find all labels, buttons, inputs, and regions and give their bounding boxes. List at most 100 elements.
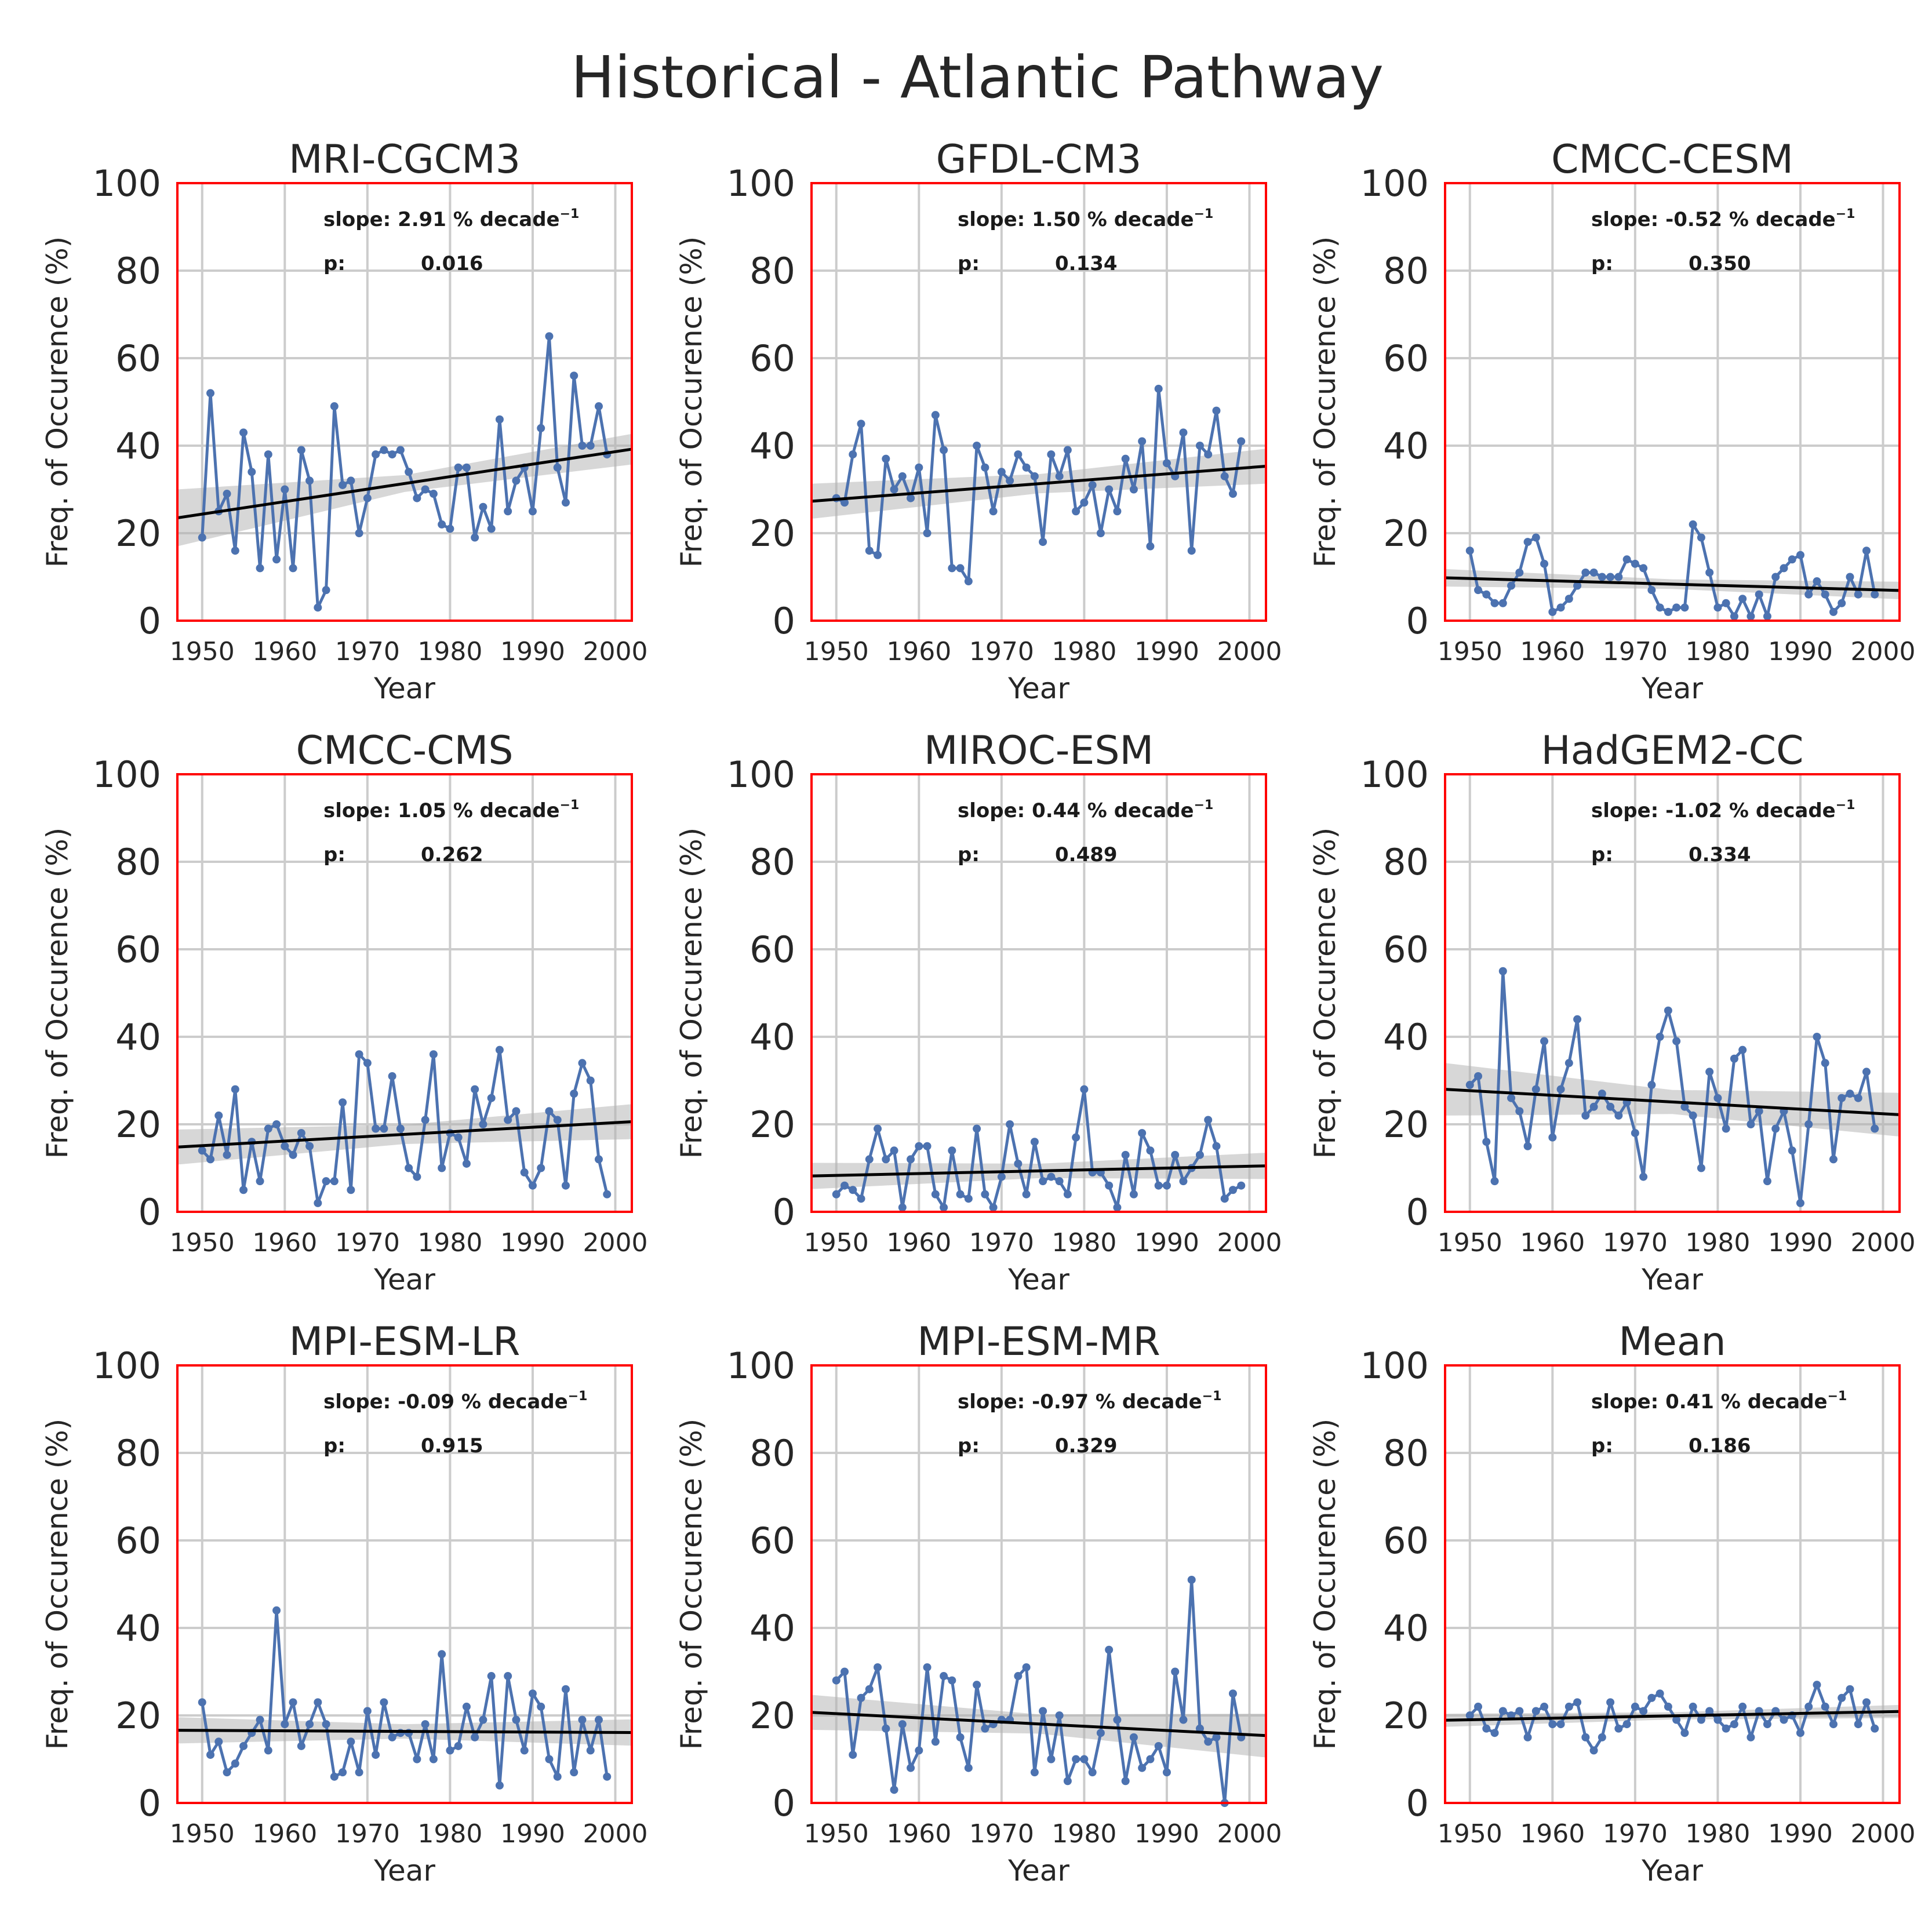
data-point [272,555,281,564]
data-point [1838,1094,1846,1102]
p-label: p: [958,843,980,866]
data-point [890,1786,898,1794]
superscript-minus-one: −1 [1828,1389,1847,1404]
data-point [1220,1194,1229,1203]
data-point [981,1724,989,1733]
data-point [1846,1090,1854,1098]
p-value: 0.915 [421,1434,483,1458]
data-point [363,1059,372,1068]
data-point [281,485,289,494]
y-tick-label: 20 [1383,1695,1429,1737]
data-point [1548,1133,1557,1142]
data-point [1705,568,1714,577]
data-point [1187,1575,1196,1584]
data-point [339,1768,347,1777]
data-point [1146,1146,1155,1155]
data-point [380,446,388,454]
subplot-mean: 0 20 40 60 80 100 1950 1960 1970 1980 1990 2000 Mean… [1308,1319,1915,1888]
data-point [1474,1702,1483,1711]
data-point [446,1746,454,1755]
data-point [1556,1085,1565,1094]
data-point [1573,1015,1582,1023]
data-point [915,1746,923,1755]
data-point [223,1768,231,1777]
subplot-mpi-esm-mr: 0 20 40 60 80 100 1950 1960 1970 1980 1990 2000 MPI-… [675,1319,1282,1888]
slope-annotation: slope: -1.02 % decade−1 [1591,798,1855,822]
x-tick-label: 1960 [252,1228,317,1258]
x-tick-label: 2000 [583,1819,647,1849]
y-tick-label: 20 [1383,1103,1429,1146]
x-tick-label: 1950 [170,637,235,666]
data-point [1829,607,1838,616]
x-tick-label: 1960 [886,637,951,666]
x-axis-label: Year [373,1854,435,1888]
data-point [347,476,355,485]
data-point [314,603,322,612]
data-point [1531,1085,1540,1094]
data-point [1022,463,1031,472]
data-point [1672,1715,1681,1724]
data-point [1498,967,1507,975]
data-point [1713,603,1722,612]
data-point [495,415,504,424]
x-tick-label: 1980 [1051,1819,1116,1849]
y-tick-label: 60 [115,1520,161,1562]
trend-line [1445,1088,1900,1116]
superscript-minus-one: −1 [1202,1389,1222,1404]
x-axis-label: Year [373,1263,435,1296]
x-tick-label: 1960 [1520,1228,1585,1258]
y-tick-label: 60 [115,337,161,380]
data-point [1482,590,1491,599]
data-point [487,1672,496,1681]
data-point [594,1155,603,1164]
data-point [1722,1724,1730,1733]
data-point [495,1045,504,1054]
data-point [388,1733,396,1742]
data-point [1614,1111,1623,1120]
data-point [1063,1190,1072,1198]
data-point [1780,1715,1788,1724]
data-point [314,1698,322,1707]
data-point [603,1190,612,1198]
data-point [964,1764,973,1772]
subplot-title: MIROC-ESM [924,728,1154,774]
data-point [1138,437,1147,446]
data-point [537,424,545,432]
data-point [1813,1033,1821,1041]
data-point [874,1663,882,1671]
data-point [956,1190,965,1198]
data-point [940,1672,948,1681]
x-tick-label: 1950 [170,1228,235,1258]
data-point [1220,472,1229,480]
y-tick-label: 0 [139,1191,161,1233]
y-tick-label: 80 [115,1432,161,1474]
data-point [239,428,248,437]
data-point [1490,1177,1499,1186]
data-point [1846,1685,1854,1693]
x-tick-label: 1990 [1134,1819,1199,1849]
data-point [512,1107,521,1116]
data-point [1730,1720,1738,1729]
x-tick-label: 1970 [1603,637,1668,666]
axes-frame [176,1364,633,1804]
data-point [561,498,570,507]
p-value: 0.329 [1055,1434,1118,1458]
data-point [1722,599,1730,607]
y-tick-label: 0 [773,600,795,642]
series-line [835,1578,1243,1805]
data-point [1096,1729,1105,1737]
data-point [1556,603,1565,612]
x-axis-label: Year [1007,672,1069,705]
data-point [1838,1693,1846,1702]
data-point [1738,595,1747,603]
x-tick-label: 1980 [417,1819,482,1849]
data-point [462,1159,471,1168]
data-point [1581,1111,1590,1120]
data-point [413,494,421,502]
data-point [553,1772,562,1781]
p-label: p: [1591,1434,1613,1458]
data-point [973,1681,981,1689]
data-point [1697,1164,1705,1172]
data-point [545,1755,554,1764]
data-point [545,332,554,341]
